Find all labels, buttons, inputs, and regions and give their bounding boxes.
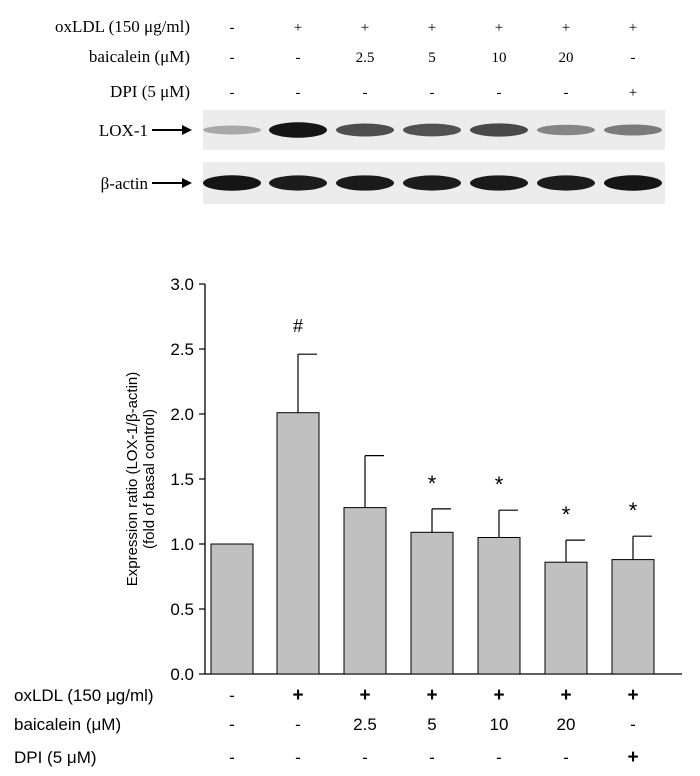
significance-marker: * [562,502,571,527]
bar [343,507,387,675]
blot-cell: + [562,20,570,36]
blot-cell: + [294,20,302,36]
chart-cell: - [295,748,301,767]
blot-cell: - [631,50,636,66]
blot-row-label: DPI (5 μM) [110,82,190,101]
blot-band [604,124,662,136]
blot-band [537,175,595,191]
blot-band [203,125,261,135]
chart-cell: + [359,685,370,706]
arrow-head-icon [182,178,192,188]
bar [210,543,254,675]
blot-cell: + [629,20,637,36]
blot-cell: + [428,20,436,36]
blot-cell: - [363,85,368,101]
y-tick-label: 2.5 [170,340,194,359]
y-tick-label: 3.0 [170,275,194,294]
bar [410,531,454,675]
chart-cell: - [496,748,502,767]
bar [544,561,588,675]
chart-cell: + [493,685,504,706]
chart-treatment-table: oxLDL (150 μg/ml) - + + + + + + baicalein (μM) - -… [14,685,639,768]
significance-marker: * [428,471,437,496]
blot-band [203,175,261,191]
blot-band [403,175,461,191]
significance-marker: * [495,472,504,497]
y-axis-title-line1: Expression ratio (LOX-1/β-actin) [124,372,141,587]
blot-cell: 10 [492,50,507,66]
chart-cell: - [229,715,235,734]
chart-cell: + [627,747,638,768]
blot-band [470,123,528,137]
blot-cell: - [564,85,569,101]
chart-cell: + [560,685,571,706]
blot-cell: + [361,20,369,36]
y-tick-label: 2.0 [170,405,194,424]
band-label: β-actin [101,174,149,193]
chart-cell: - [429,748,435,767]
chart-cell: 20 [557,715,576,734]
y-tick-label: 1.0 [170,535,194,554]
chart-row-label: DPI (5 μM) [14,748,97,767]
chart-cell: 10 [490,715,509,734]
blot-cell: - [230,20,235,36]
blot-row-label: baicalein (μM) [89,47,190,66]
chart-cell: - [362,748,368,767]
bar [477,537,521,675]
significance-marker: * [629,498,638,523]
blot-cell: - [230,50,235,66]
y-tick-label: 0.0 [170,665,194,684]
chart-row-label: baicalein (μM) [14,715,121,734]
chart-cell: 5 [427,715,436,734]
chart-cell: + [627,685,638,706]
significance-marker: # [293,316,303,336]
blot-cell: - [230,85,235,101]
bar-chart: 0.0 0.5 1.0 1.5 2.0 2.5 3.0 Expression ratio (L… [124,275,682,684]
chart-cell: - [229,686,235,705]
blot-band [403,123,461,137]
y-tick-label: 1.5 [170,470,194,489]
blot-band [537,124,595,136]
chart-row-label: oxLDL (150 μg/ml) [14,686,154,705]
chart-cell: + [292,685,303,706]
bar [276,412,320,675]
western-blot: LOX-1 β-actin [99,110,665,204]
blot-cell: - [296,50,301,66]
blot-cell: - [497,85,502,101]
chart-cell: - [295,715,301,734]
blot-cell: + [629,85,637,101]
blot-band [604,175,662,191]
blot-band [336,175,394,191]
chart-cell: - [229,748,235,767]
arrow-head-icon [182,125,192,135]
chart-cell: - [563,748,569,767]
blot-treatment-table: oxLDL (150 μg/ml) - + + + + + + baicalein (μM) - -… [55,17,637,101]
blot-band [336,123,394,137]
bar [611,559,655,675]
blot-cell: - [296,85,301,101]
y-tick-label: 0.5 [170,600,194,619]
blot-row-label: oxLDL (150 μg/ml) [55,17,190,36]
chart-cell: 2.5 [353,715,377,734]
blot-cell: 2.5 [356,50,375,66]
blot-cell: 20 [559,50,574,66]
blot-band [269,122,327,138]
blot-cell: + [495,20,503,36]
blot-band [269,175,327,191]
blot-cell: - [430,85,435,101]
y-axis-title-line2: (fold of basal control) [141,409,158,549]
blot-band [470,175,528,191]
y-axis-title: Expression ratio (LOX-1/β-actin) (fold of… [124,372,158,587]
blot-cell: 5 [428,50,436,66]
chart-cell: + [426,685,437,706]
band-label: LOX-1 [99,121,148,140]
chart-cell: - [630,715,636,734]
